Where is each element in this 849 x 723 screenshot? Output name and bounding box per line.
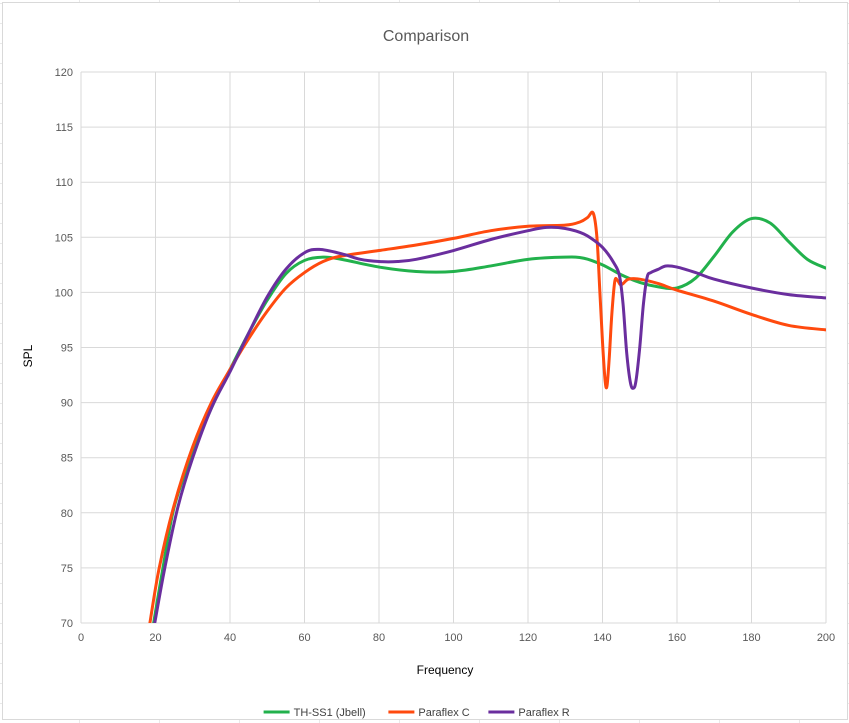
y-tick-label: 115 [55, 122, 73, 134]
x-tick-label: 180 [742, 632, 760, 644]
chart-title[interactable]: Comparison [383, 28, 469, 45]
y-tick-label: 75 [61, 563, 73, 575]
y-tick-label: 90 [61, 398, 73, 410]
y-tick-label: 105 [55, 232, 73, 244]
x-tick-label: 40 [224, 632, 236, 644]
series-line-3 [153, 225, 826, 623]
y-tick-label: 100 [55, 287, 73, 299]
y-tick-label: 120 [55, 67, 73, 79]
legend-label: TH-SS1 (Jbell) [294, 707, 366, 719]
x-tick-label: 20 [149, 632, 161, 644]
y-tick-label: 95 [61, 343, 73, 355]
x-tick-label: 80 [373, 632, 385, 644]
gridlines [80, 71, 827, 624]
y-tick-label: 110 [55, 177, 73, 189]
x-tick-label: 100 [444, 632, 462, 644]
x-tick-label: 0 [78, 632, 84, 644]
legend-item[interactable]: Paraflex C [388, 707, 470, 719]
x-tick-label: 120 [519, 632, 537, 644]
y-tick-label: 70 [61, 618, 73, 630]
x-tick-label: 140 [593, 632, 611, 644]
legend-label: Paraflex C [418, 707, 469, 719]
series-line-2 [148, 210, 826, 623]
x-axis-title[interactable]: Frequency [417, 663, 474, 677]
y-axis-title[interactable]: SPL [21, 344, 35, 367]
y-tick-label: 85 [61, 453, 73, 465]
series-line-1 [152, 216, 826, 623]
x-tick-label: 60 [298, 632, 310, 644]
series-lines [148, 210, 826, 623]
x-tick-label: 200 [817, 632, 835, 644]
legend-item[interactable]: TH-SS1 (Jbell) [263, 707, 366, 719]
legend[interactable]: TH-SS1 (Jbell) Paraflex C Paraflex R [263, 707, 570, 719]
tick-labels: 0 20 40 60 80 100 120 140 160 180 200 70 75 80 85 90 95 1… [55, 67, 836, 644]
y-tick-label: 80 [61, 508, 73, 520]
legend-label: Paraflex R [518, 707, 569, 719]
legend-item[interactable]: Paraflex R [488, 707, 570, 719]
x-tick-label: 160 [668, 632, 686, 644]
